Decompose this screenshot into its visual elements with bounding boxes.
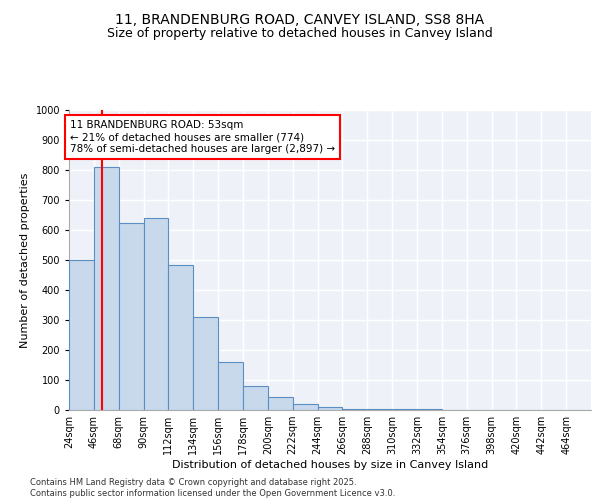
Text: Contains HM Land Registry data © Crown copyright and database right 2025.
Contai: Contains HM Land Registry data © Crown c…: [30, 478, 395, 498]
Bar: [317, 407, 343, 410]
Y-axis label: Number of detached properties: Number of detached properties: [20, 172, 30, 348]
Bar: [218, 362, 243, 410]
Bar: [293, 404, 317, 410]
Text: 11 BRANDENBURG ROAD: 53sqm
← 21% of detached houses are smaller (774)
78% of sem: 11 BRANDENBURG ROAD: 53sqm ← 21% of deta…: [70, 120, 335, 154]
Bar: [243, 386, 268, 410]
Bar: [143, 218, 169, 410]
Bar: [69, 260, 94, 410]
Bar: [119, 222, 143, 410]
Bar: [343, 408, 367, 410]
Bar: [193, 317, 218, 410]
Bar: [94, 167, 119, 410]
Bar: [169, 264, 193, 410]
Bar: [268, 396, 293, 410]
X-axis label: Distribution of detached houses by size in Canvey Island: Distribution of detached houses by size …: [172, 460, 488, 470]
Text: Size of property relative to detached houses in Canvey Island: Size of property relative to detached ho…: [107, 28, 493, 40]
Text: 11, BRANDENBURG ROAD, CANVEY ISLAND, SS8 8HA: 11, BRANDENBURG ROAD, CANVEY ISLAND, SS8…: [115, 12, 485, 26]
